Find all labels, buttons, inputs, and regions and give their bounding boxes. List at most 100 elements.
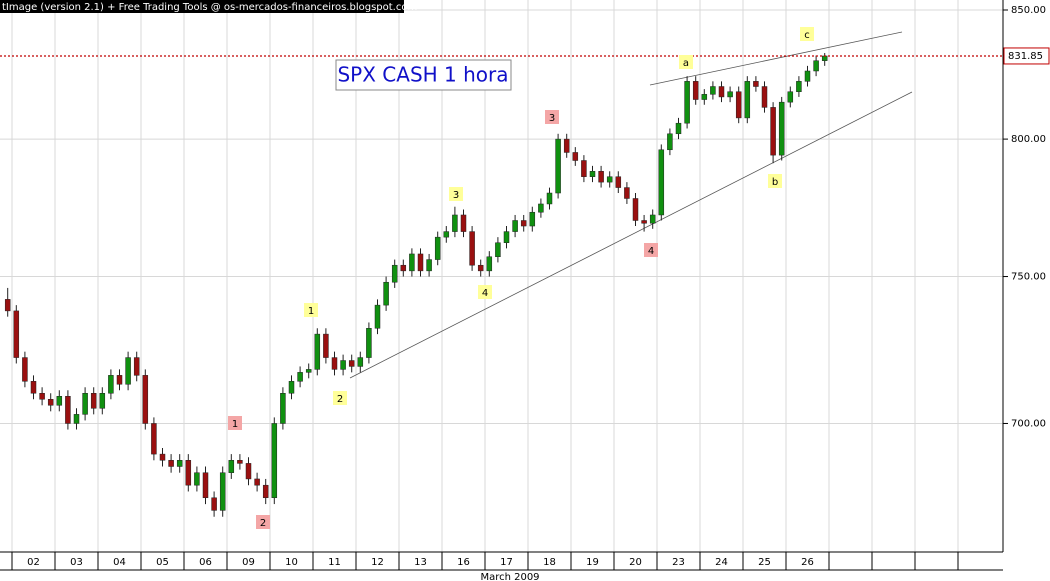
y-tick-label: 850.00: [1011, 5, 1046, 16]
candle-body: [804, 70, 811, 82]
candle-body: [176, 460, 183, 467]
trend-line: [349, 91, 913, 379]
candle-body: [796, 81, 802, 92]
candle-body: [30, 381, 37, 394]
candle-body: [73, 414, 80, 424]
title-box: [335, 59, 512, 91]
x-tick-label: 10: [285, 557, 298, 568]
candle-body: [348, 360, 355, 367]
header-bar: [0, 0, 404, 13]
candle-body: [460, 214, 467, 232]
candle-body: [374, 304, 381, 329]
candle-body: [512, 220, 518, 232]
candle-body: [615, 176, 622, 188]
candle-body: [108, 375, 114, 394]
candle-body: [692, 81, 699, 100]
candle-body: [710, 86, 716, 95]
candle-body: [658, 149, 665, 216]
y-tick-label: 750.00: [1011, 272, 1046, 283]
wave-label: 1: [232, 419, 238, 430]
wave-label-box: [644, 243, 658, 257]
candle-body: [452, 214, 458, 232]
candle-body: [82, 393, 88, 415]
candle-body: [237, 460, 243, 464]
x-tick-label: 24: [715, 557, 728, 568]
candle-body: [142, 375, 149, 424]
candle-body: [701, 94, 708, 100]
candle-body: [65, 396, 71, 424]
x-tick-label: 05: [156, 557, 169, 568]
candle-body: [331, 357, 338, 370]
wave-label-box: [256, 515, 270, 529]
candle-body: [22, 357, 28, 382]
candle-body: [391, 264, 398, 283]
candle-body: [624, 187, 630, 199]
candle-body: [744, 81, 751, 119]
candle-body: [314, 333, 321, 370]
wave-label: 4: [648, 246, 654, 257]
candle-body: [219, 472, 226, 511]
candle-body: [168, 460, 174, 467]
candle-body: [555, 138, 561, 194]
wave-label-box: [449, 187, 463, 201]
candle-body: [753, 81, 759, 87]
wave-label-box: [304, 303, 318, 317]
candle-body: [357, 357, 364, 367]
candle-body: [366, 328, 372, 358]
wave-label-box: [478, 285, 492, 299]
candle-body: [99, 393, 106, 409]
wave-label-box: [679, 55, 693, 69]
x-tick-label: 18: [543, 557, 556, 568]
candle-body: [778, 101, 785, 156]
candle-body: [434, 236, 441, 260]
candle-body: [495, 242, 501, 258]
candle-body: [675, 122, 682, 135]
candle-body: [271, 423, 278, 499]
candle-body: [288, 381, 295, 394]
candle-body: [340, 360, 346, 370]
candle-body: [589, 171, 596, 177]
x-tick-label: 06: [199, 557, 212, 568]
x-tick-label: 17: [500, 557, 513, 568]
candle-body: [813, 60, 819, 72]
last-price-label: 831.85: [1008, 51, 1043, 62]
last-price-box: [1003, 47, 1050, 65]
wave-label-box: [545, 110, 559, 124]
wave-label: 1: [308, 306, 314, 317]
wave-label: 3: [549, 113, 555, 124]
x-tick-label: 19: [586, 557, 599, 568]
candle-body: [667, 133, 673, 151]
candle-body: [598, 171, 604, 183]
candle-body: [297, 372, 303, 382]
candle-body: [202, 472, 209, 499]
wave-label: 2: [337, 394, 343, 405]
candle-body: [194, 472, 200, 486]
candle-body: [228, 460, 235, 473]
candle-body: [821, 55, 828, 61]
candle-body: [563, 138, 570, 153]
candle-body: [323, 333, 329, 358]
candle-body: [56, 396, 63, 406]
candle-body: [520, 220, 527, 227]
candle-body: [4, 299, 11, 312]
x-tick-label: 25: [758, 557, 771, 568]
candle-body: [486, 256, 493, 272]
candle-body: [151, 423, 157, 455]
x-tick-label: 13: [414, 557, 427, 568]
candle-body: [47, 399, 54, 406]
candle-body: [211, 497, 217, 511]
candle-body: [417, 253, 424, 272]
candle-body: [641, 220, 647, 224]
candle-body: [116, 375, 123, 385]
x-tick-label: 26: [801, 557, 814, 568]
wave-label-box: [800, 27, 814, 41]
x-tick-label: 02: [27, 557, 40, 568]
wave-label: b: [772, 177, 778, 188]
candle-body: [581, 160, 587, 177]
header: tImage (version 2.1) + Free Trading Tool…: [2, 2, 417, 13]
candle-body: [727, 91, 733, 98]
candle-body: [13, 310, 20, 358]
candle-body: [159, 453, 166, 461]
candle-body: [305, 369, 312, 373]
